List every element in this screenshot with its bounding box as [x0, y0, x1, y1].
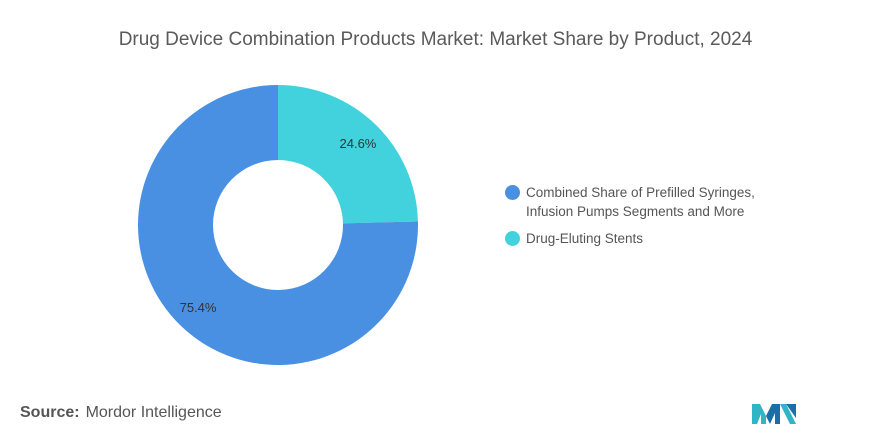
data-label-drug-eluting-stents: 24.6%	[340, 136, 377, 151]
legend-swatch-drug-eluting-stents	[505, 231, 520, 246]
legend: Combined Share of Prefilled Syringes, In…	[505, 183, 805, 256]
legend-item-drug-eluting-stents[interactable]: Drug-Eluting Stents	[505, 229, 805, 248]
source-text: Mordor Intelligence	[85, 404, 222, 421]
legend-swatch-combined	[505, 185, 520, 200]
source-note: Source: Mordor Intelligence	[20, 404, 222, 422]
chart-title: Drug Device Combination Products Market:…	[118, 29, 753, 50]
data-label-combined: 75.4%	[180, 300, 217, 315]
legend-label-combined: Combined Share of Prefilled Syringes, In…	[526, 185, 755, 219]
source-label: Source:	[20, 404, 80, 421]
mordor-intelligence-logo-icon	[752, 404, 796, 424]
legend-label-drug-eluting-stents: Drug-Eluting Stents	[526, 231, 644, 246]
slice-drug-eluting-stents[interactable]	[278, 85, 418, 224]
slice-combined[interactable]	[138, 85, 418, 365]
legend-item-combined[interactable]: Combined Share of Prefilled Syringes, In…	[505, 183, 805, 221]
